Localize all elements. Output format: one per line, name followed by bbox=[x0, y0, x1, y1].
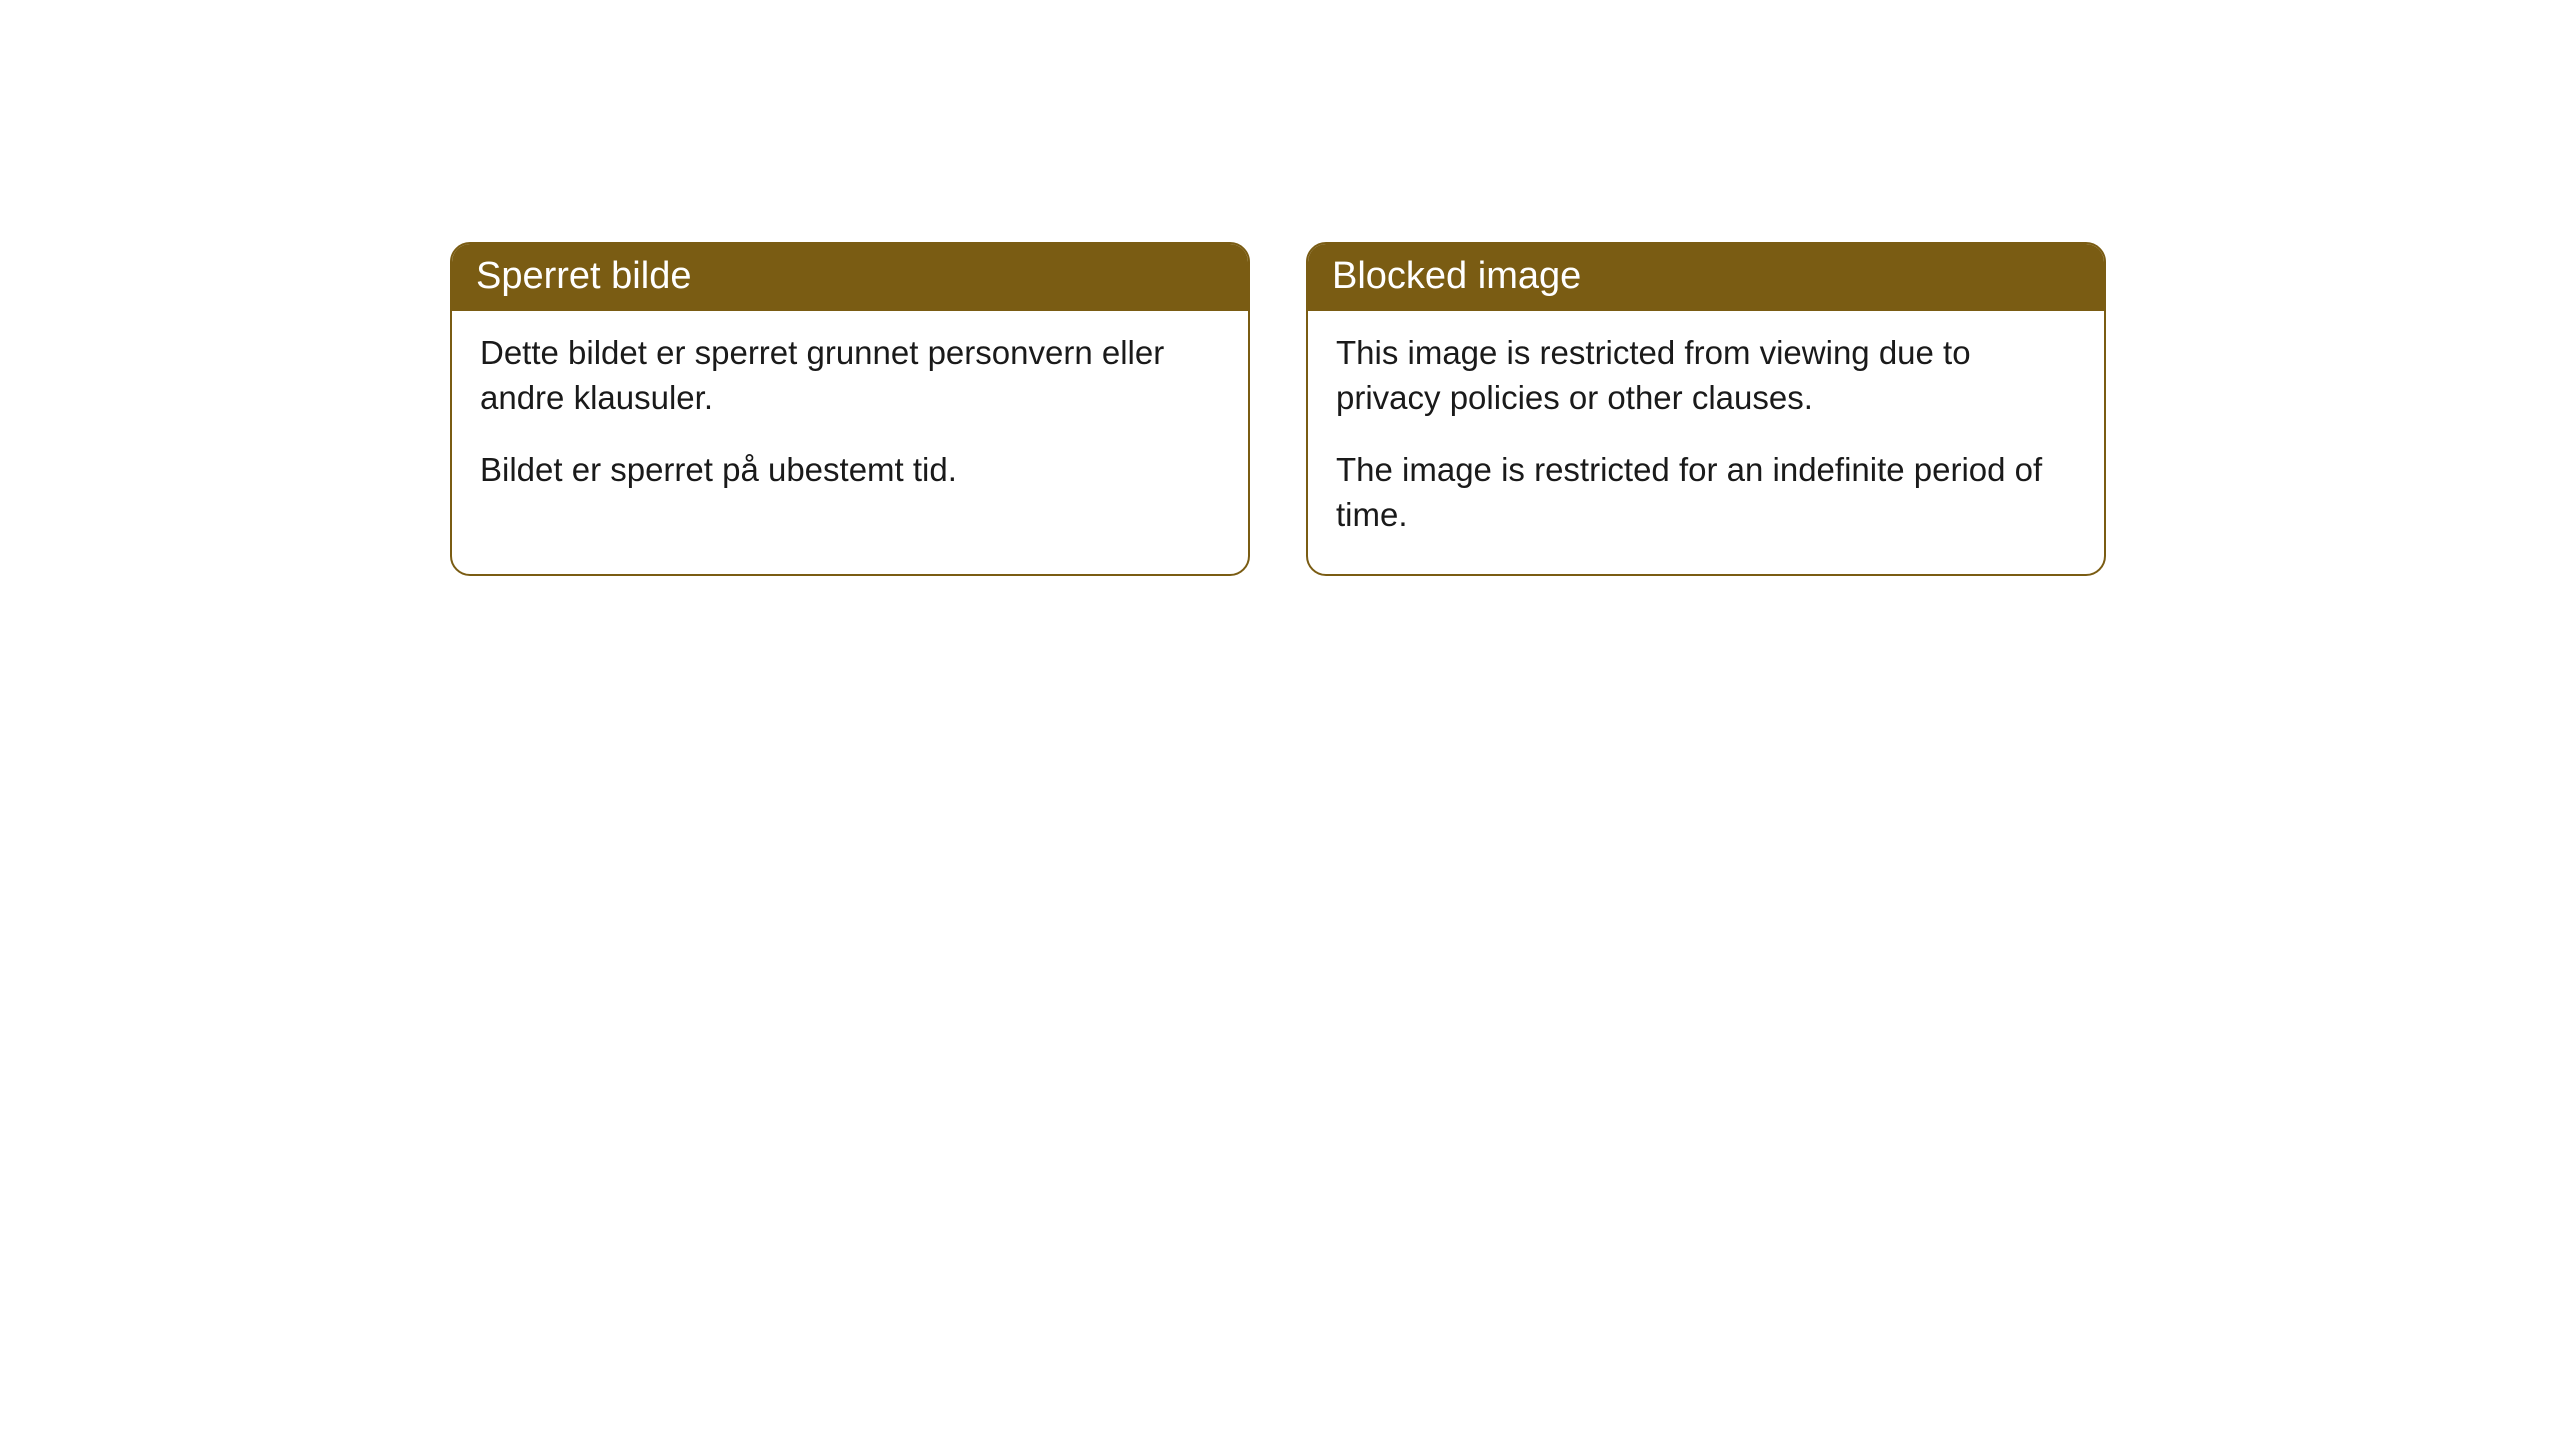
card-header: Sperret bilde bbox=[452, 244, 1248, 311]
card-body: Dette bildet er sperret grunnet personve… bbox=[452, 311, 1248, 529]
card-paragraph: Dette bildet er sperret grunnet personve… bbox=[480, 331, 1220, 420]
card-paragraph: This image is restricted from viewing du… bbox=[1336, 331, 2076, 420]
blocked-image-card-no: Sperret bilde Dette bildet er sperret gr… bbox=[450, 242, 1250, 576]
blocked-image-card-en: Blocked image This image is restricted f… bbox=[1306, 242, 2106, 576]
card-paragraph: The image is restricted for an indefinit… bbox=[1336, 448, 2076, 537]
notice-container: Sperret bilde Dette bildet er sperret gr… bbox=[450, 242, 2106, 576]
card-header: Blocked image bbox=[1308, 244, 2104, 311]
card-paragraph: Bildet er sperret på ubestemt tid. bbox=[480, 448, 1220, 493]
card-body: This image is restricted from viewing du… bbox=[1308, 311, 2104, 573]
